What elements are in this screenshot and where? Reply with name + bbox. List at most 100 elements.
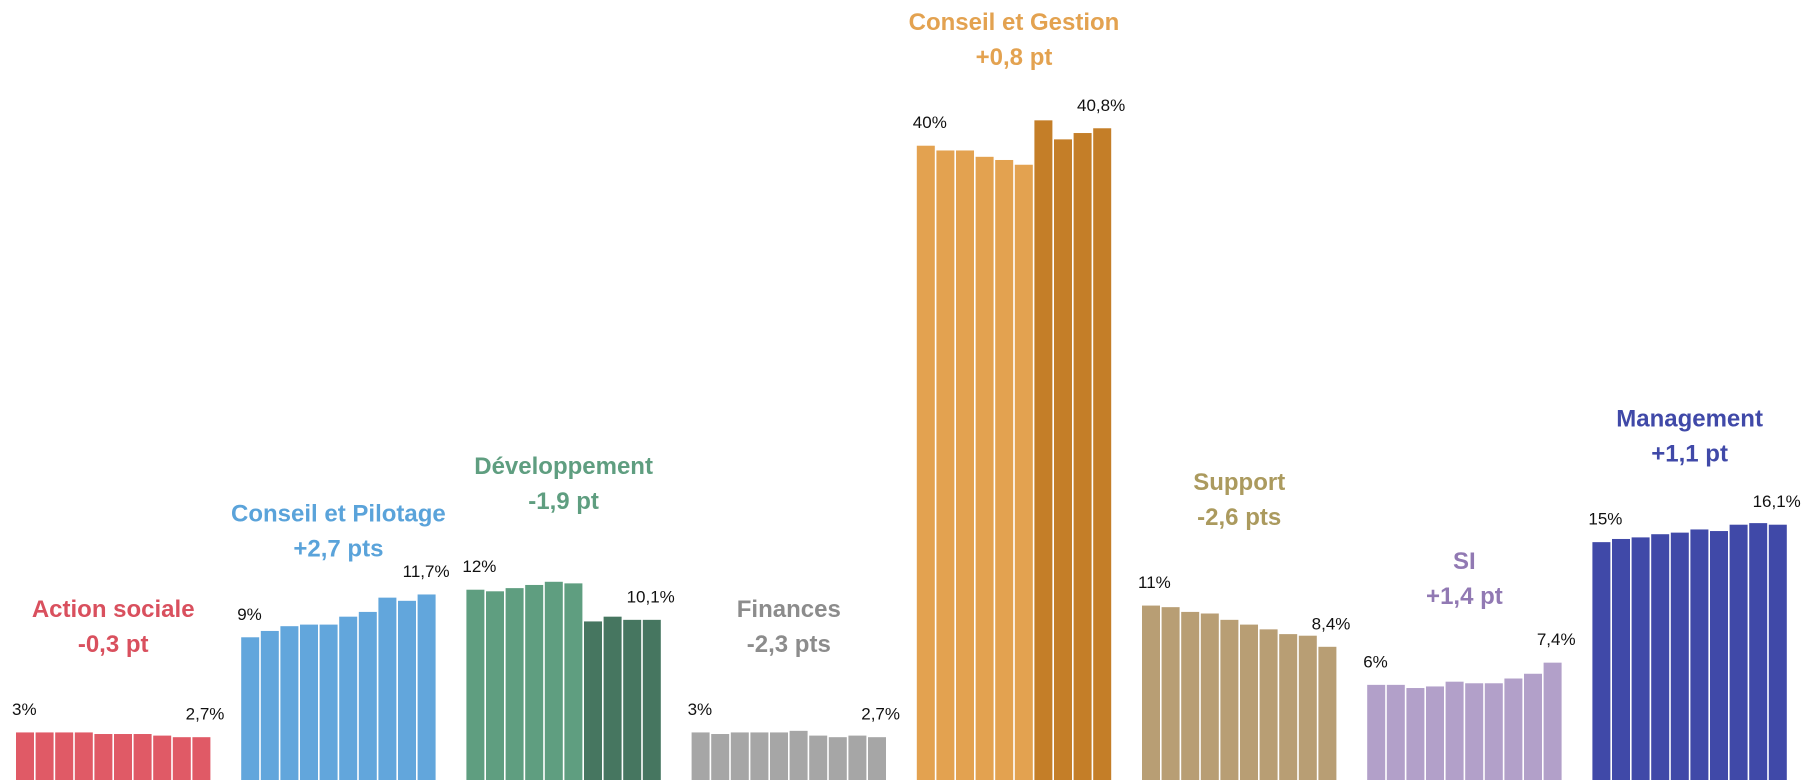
bar	[1612, 538, 1630, 780]
group-change: +2,7 pts	[293, 536, 383, 563]
bar	[94, 734, 113, 780]
bar	[1318, 646, 1337, 780]
bar	[1651, 534, 1670, 780]
bar	[623, 619, 642, 780]
bar	[1014, 164, 1033, 780]
bar	[241, 637, 260, 780]
group-name: Management	[1616, 405, 1763, 432]
bar	[750, 732, 769, 780]
bar	[1298, 635, 1317, 780]
bar	[280, 626, 299, 780]
group-change: +0,8 pt	[976, 44, 1053, 71]
bar	[505, 588, 524, 780]
bar	[133, 734, 152, 780]
bar	[1592, 542, 1611, 780]
bar	[584, 621, 602, 780]
bar	[770, 732, 788, 780]
bar	[848, 735, 867, 780]
bar	[300, 624, 318, 780]
value-label: 12%	[462, 557, 496, 576]
bar	[916, 145, 935, 780]
value-label: 2,7%	[861, 705, 900, 724]
bar	[1386, 684, 1405, 780]
bar	[260, 630, 279, 780]
bar	[358, 611, 377, 780]
group-change: -2,3 pts	[747, 631, 831, 658]
bar	[525, 584, 544, 780]
bar	[1504, 678, 1523, 780]
bar	[153, 735, 172, 780]
bar	[1220, 619, 1239, 780]
bar	[1200, 613, 1219, 780]
group-change: +1,1 pt	[1651, 440, 1728, 467]
bar	[1426, 686, 1444, 780]
bar	[1631, 537, 1650, 780]
group-name: SI	[1453, 548, 1476, 575]
bar	[711, 734, 730, 780]
bar	[1543, 662, 1562, 780]
bar	[1367, 684, 1386, 780]
bar	[114, 734, 132, 780]
bar	[809, 735, 828, 780]
bar	[16, 732, 34, 780]
value-label: 11,7%	[403, 562, 450, 581]
bar	[1161, 607, 1180, 780]
bar	[828, 737, 847, 780]
value-label: 40%	[913, 113, 947, 132]
group-name: Conseil et Gestion	[909, 9, 1120, 36]
bar	[1259, 629, 1278, 780]
bar	[1073, 133, 1092, 780]
bar	[417, 594, 436, 780]
bar	[1729, 524, 1748, 780]
bar	[1465, 683, 1484, 780]
bar	[466, 589, 485, 780]
value-label: 7,4%	[1537, 630, 1576, 649]
bar	[975, 156, 994, 780]
bar	[172, 737, 191, 780]
bar	[378, 597, 397, 780]
bar	[868, 737, 886, 780]
group-change: -1,9 pt	[528, 488, 599, 515]
group-name: Développement	[474, 453, 653, 480]
value-label: 8,4%	[1312, 614, 1351, 633]
value-label: 11%	[1138, 573, 1171, 592]
bar	[1445, 681, 1464, 780]
bar	[398, 600, 416, 780]
group-name: Conseil et Pilotage	[231, 501, 446, 528]
bar	[1749, 523, 1768, 780]
bar	[730, 732, 749, 780]
value-label: 40,8%	[1077, 96, 1125, 115]
bar	[1690, 529, 1709, 780]
value-label: 9%	[237, 605, 262, 624]
group-name: Finances	[737, 596, 841, 623]
bar	[1670, 532, 1689, 780]
bar	[1142, 605, 1160, 780]
bar	[691, 732, 710, 780]
value-label: 10,1%	[627, 587, 675, 606]
bar	[1768, 524, 1787, 780]
bar	[35, 732, 54, 780]
group-change: -0,3 pt	[78, 631, 149, 658]
bar	[55, 732, 74, 780]
bar	[936, 150, 955, 780]
bar	[74, 732, 93, 780]
value-label: 15%	[1588, 510, 1622, 529]
bar	[1054, 139, 1072, 780]
bar	[1524, 673, 1542, 780]
group-change: -2,6 pts	[1197, 504, 1281, 531]
bar	[1181, 611, 1200, 780]
bar	[486, 591, 504, 780]
value-label: 3%	[688, 700, 713, 719]
bar	[564, 583, 583, 780]
bar	[956, 150, 974, 780]
bar	[1093, 128, 1112, 780]
bar	[1034, 120, 1053, 780]
bar	[1484, 683, 1503, 780]
bar	[1240, 624, 1258, 780]
bar	[1710, 531, 1728, 780]
bar	[603, 616, 622, 780]
value-label: 6%	[1363, 652, 1388, 671]
bar	[319, 624, 338, 780]
bar	[789, 730, 808, 780]
